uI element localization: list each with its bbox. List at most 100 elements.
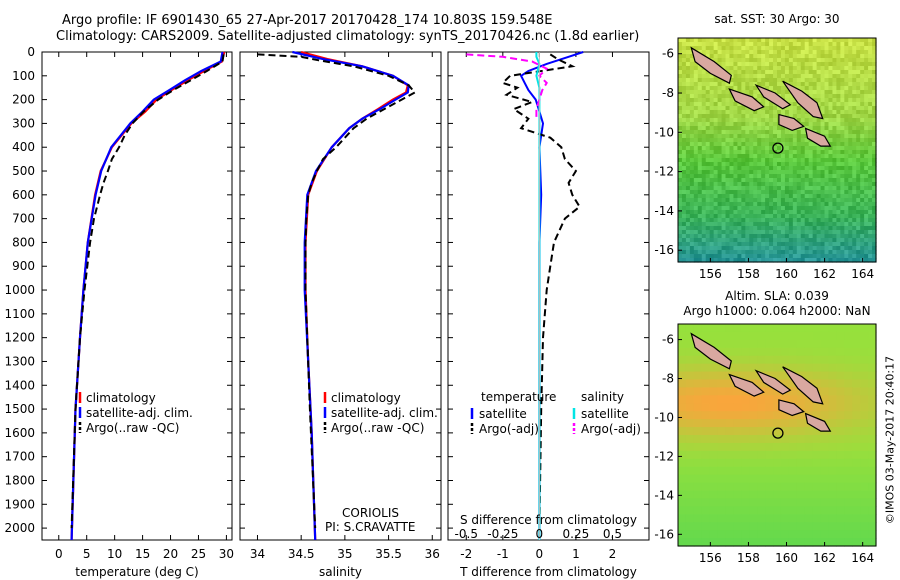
map-cell: [745, 62, 750, 67]
map-cell: [836, 190, 841, 195]
map-cell: [678, 466, 687, 476]
map-cell: [769, 234, 774, 239]
map-cell: [804, 230, 810, 235]
map-cell: [749, 142, 754, 147]
map-cell: [729, 146, 735, 151]
map-cell: [800, 198, 806, 203]
map-cell: [689, 202, 695, 207]
map-cell: [852, 355, 861, 365]
map-cell: [701, 86, 707, 91]
map-cell: [836, 206, 841, 211]
map-cell: [757, 530, 766, 539]
map-cell: [828, 146, 834, 151]
map-cell: [788, 46, 794, 51]
map-cell: [828, 62, 834, 67]
map-cell: [812, 54, 818, 59]
map-cell: [729, 62, 735, 67]
map-cell: [733, 230, 738, 235]
map-cell: [705, 222, 711, 227]
map-cell: [868, 118, 873, 123]
map-cell: [852, 146, 857, 151]
map-cell: [860, 146, 865, 151]
map-cell: [832, 106, 837, 111]
map-cell: [741, 458, 750, 468]
map-cell: [717, 58, 723, 63]
map-cell: [780, 58, 786, 63]
map-cell: [812, 46, 818, 51]
map-cell: [733, 86, 738, 91]
map-cell: [749, 110, 754, 115]
series-line-4: [466, 53, 549, 119]
map-cell: [725, 210, 731, 215]
map-cell: [729, 182, 735, 187]
map-title: sat. SST: 30 Argo: 30: [714, 12, 839, 26]
map-cell: [745, 158, 750, 163]
map-cell: [761, 62, 766, 67]
map-cell: [840, 150, 845, 155]
map-cell: [848, 226, 853, 231]
map-cell: [868, 538, 877, 547]
map-cell: [678, 178, 683, 183]
map-cell: [705, 178, 711, 183]
map-cell: [792, 54, 798, 59]
map-cell: [848, 230, 853, 235]
map-cell: [784, 170, 790, 175]
map-cell: [844, 403, 853, 412]
map-cell: [777, 250, 782, 255]
map-cell: [749, 50, 754, 55]
map-cell: [832, 234, 837, 239]
map-cell: [796, 218, 802, 223]
map-cell: [800, 134, 806, 139]
map-cell: [800, 146, 806, 151]
map-cell: [832, 242, 837, 247]
map-cell: [701, 170, 707, 175]
map-cell: [784, 182, 790, 187]
map-cell: [860, 238, 865, 243]
map-cell: [761, 58, 766, 63]
map-cell: [753, 250, 758, 255]
map-cell: [689, 62, 695, 67]
map-cell: [777, 138, 782, 143]
map-cell: [678, 134, 683, 139]
map-cell: [721, 198, 727, 203]
map-cell: [824, 210, 830, 215]
map-cell: [697, 38, 703, 43]
map-cell: [848, 258, 853, 263]
map-cell: [733, 118, 738, 123]
map-cell: [824, 82, 830, 87]
map-cell: [868, 250, 873, 255]
map-cell: [753, 198, 758, 203]
map-cell: [678, 170, 683, 175]
map-cell: [721, 194, 727, 199]
map-cell: [753, 138, 758, 143]
map-cell: [860, 490, 869, 500]
map-cell: [737, 66, 742, 71]
x-tick-label: 35.5: [375, 547, 402, 561]
map-cell: [868, 238, 873, 243]
map-cell: [828, 50, 834, 55]
map-cell: [729, 250, 735, 255]
map-cell: [678, 458, 687, 468]
map-cell: [832, 90, 837, 95]
map-cell: [864, 114, 869, 119]
map-cell: [840, 38, 845, 43]
timestamp-stamp: ©IMOS 03-May-2017 20:40:17: [883, 355, 897, 525]
map-cell: [757, 482, 766, 492]
map-cell: [792, 246, 798, 251]
map-cell: [701, 538, 711, 547]
map-cell: [729, 258, 735, 263]
map-cell: [689, 74, 695, 79]
map-cell: [780, 395, 790, 404]
map-cell: [868, 42, 873, 47]
map-cell: [804, 66, 810, 71]
map-cell: [777, 206, 782, 211]
map-cell: [769, 82, 774, 87]
map-cell: [808, 114, 814, 119]
map-cell: [828, 238, 834, 243]
map-cell: [812, 474, 822, 484]
map-cell: [777, 46, 782, 51]
map-cell: [852, 238, 857, 243]
map-cell: [773, 411, 782, 420]
map-cell: [780, 62, 786, 67]
map-cell: [693, 138, 699, 143]
